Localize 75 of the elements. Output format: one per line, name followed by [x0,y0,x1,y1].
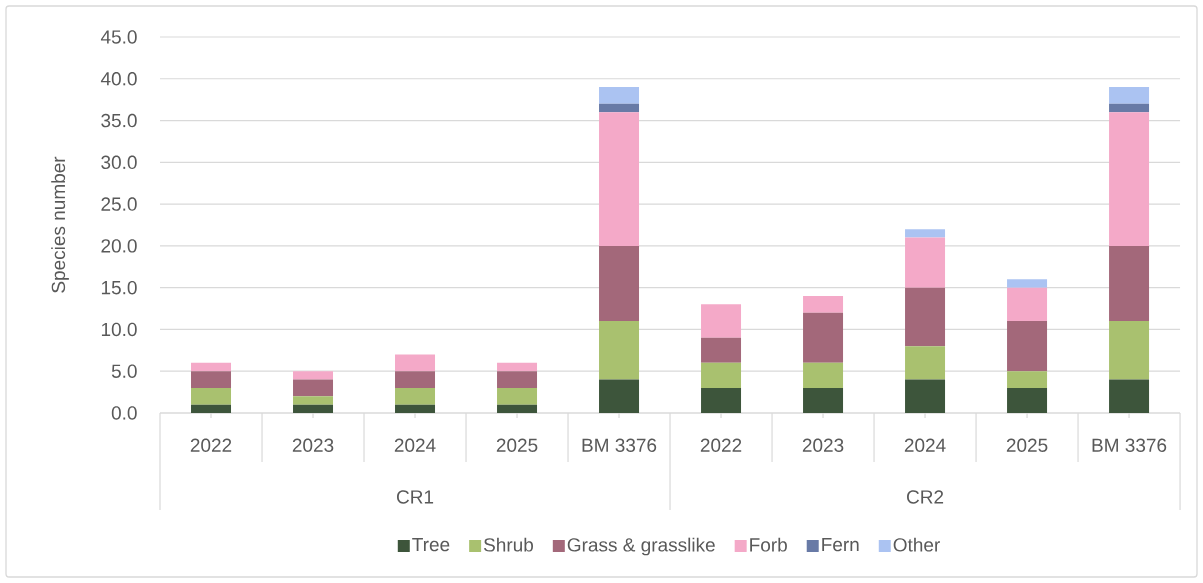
bar [803,387,844,413]
x-tick-label: BM 3376 [1092,438,1167,452]
bar [599,321,640,380]
bar [701,387,742,413]
bar [905,237,946,288]
bar [293,396,334,405]
x-tick-label: 2025 [496,438,538,452]
y-tick-label: 5.0 [111,364,137,378]
bar [1007,287,1048,322]
bar [803,362,844,388]
bar [701,304,742,338]
y-tick-label: 15.0 [101,280,137,295]
legend-label: Shrub [483,537,534,552]
x-tick-label: 2025 [1006,438,1048,452]
x-tick-label: 2022 [700,438,742,452]
y-tick-label: 40.0 [100,72,137,86]
text: CR2 [907,490,944,504]
bar [497,371,538,388]
bar [395,404,436,413]
bar [803,312,844,363]
bar [191,387,232,405]
bar [395,371,436,388]
bar [1109,321,1150,380]
bar [599,87,640,104]
legend-label: Tree [412,538,450,552]
y-tick-label: 45.0 [100,30,137,44]
x-tick-label: 2024 [904,438,946,452]
x-tick-label: 2023 [292,438,334,452]
bar [497,387,538,405]
bar [191,362,232,372]
x-tick-label: 2023 [802,438,844,452]
bar [497,404,538,413]
y-tick-label: 30.0 [101,155,137,170]
bar [191,404,232,413]
y-tick-label: 35.0 [101,113,137,128]
x-tick-label: 2022 [190,438,232,452]
bar [905,346,946,380]
bar [1007,279,1048,288]
bar [803,296,844,313]
y-tick-label: 0.0 [111,406,137,420]
bar [1109,103,1150,113]
legend-label: Grass & grasslike [567,537,715,556]
legend-label: Forb [750,537,787,552]
bar [701,337,742,363]
bar [395,387,436,405]
bar [1007,321,1048,372]
bar [1007,371,1048,388]
text: CR1 [396,490,434,504]
bar [497,362,538,372]
bar [1109,379,1150,413]
bar [905,287,946,347]
bar [599,245,640,322]
bar [191,371,232,388]
bar [1007,387,1048,413]
bar [1109,87,1150,104]
y-tick-label: 10.0 [101,322,137,337]
x-tick-label: 2024 [394,438,436,452]
bar [1109,245,1150,322]
bar [293,379,334,397]
bar [701,362,742,388]
bar [293,404,334,413]
bar [599,103,640,113]
bar [293,371,334,380]
bar [905,229,946,238]
legend-label: Fern [822,538,859,552]
bar [1109,112,1150,246]
bar [599,379,640,413]
bar [905,379,946,413]
y-tick-label: 25.0 [101,197,137,211]
y-tick-label: 20.0 [101,239,137,253]
bar [395,354,436,372]
bar [599,112,640,246]
legend-label: Other [893,537,940,552]
x-tick-label: BM 3376 [582,438,657,452]
y-axis-title: Species number [51,156,69,293]
